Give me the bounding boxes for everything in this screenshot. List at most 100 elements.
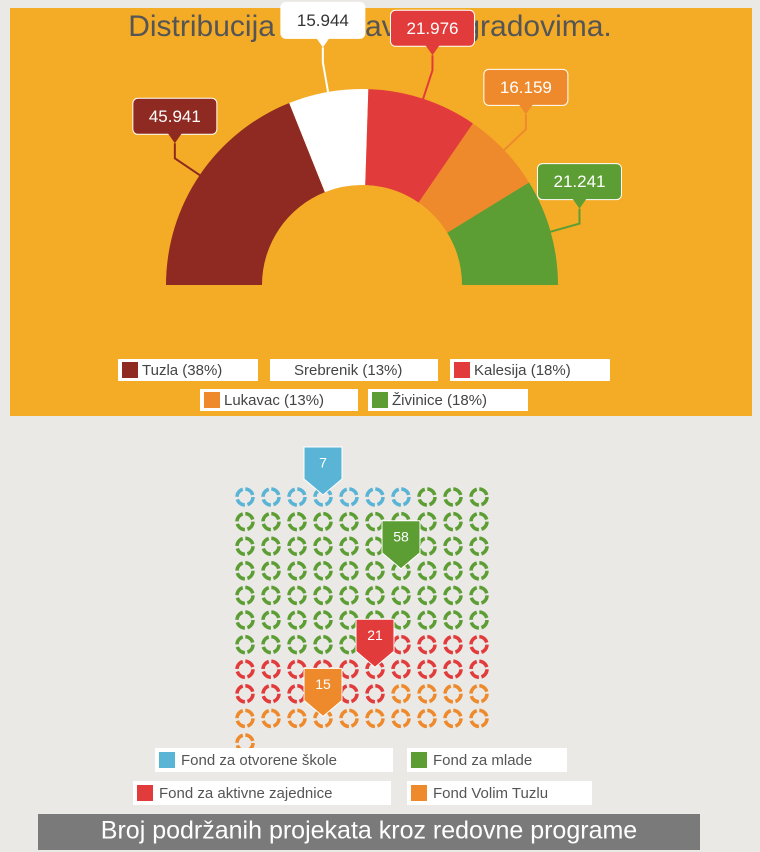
waffle-icon (339, 511, 359, 532)
waffle-icon (235, 659, 255, 679)
legend-swatch (411, 752, 427, 768)
waffle-icon (417, 634, 437, 655)
pin-marker (381, 520, 421, 570)
waffle-icon (235, 511, 255, 532)
top-panel (10, 8, 752, 416)
legend-swatch (274, 362, 290, 378)
waffle-icon (339, 561, 359, 581)
pie-segment (447, 182, 558, 285)
waffle-icon (443, 511, 463, 532)
legend-box (118, 359, 258, 381)
waffle-icon (339, 536, 359, 556)
pie-segment (365, 89, 473, 203)
waffle-title: Broj podržanih projekata kroz redovne pr… (101, 817, 637, 845)
waffle-icon (391, 561, 411, 581)
waffle-icon (261, 511, 281, 532)
waffle-icon (443, 634, 463, 655)
waffle-icon (339, 487, 359, 507)
waffle-icon (313, 487, 333, 507)
legend-swatch (159, 752, 175, 768)
pie-title: Distribucija sredstava po gradovima. (128, 10, 612, 43)
waffle-icon (313, 561, 333, 581)
waffle-icon (287, 511, 307, 532)
pin-marker (303, 667, 343, 718)
waffle-icon (261, 634, 281, 655)
pin-label: 21 (367, 627, 383, 643)
callout-line (496, 114, 527, 158)
legend-box (200, 389, 358, 411)
waffle-icon (313, 511, 333, 532)
waffle-icon (469, 585, 489, 606)
waffle-icon (235, 487, 255, 507)
waffle-icon (261, 659, 281, 679)
waffle-icon (417, 561, 437, 581)
waffle-icon (235, 585, 255, 606)
value-label: 45.941 (149, 107, 201, 126)
waffle-icon (235, 536, 255, 556)
legend-swatch (204, 392, 220, 408)
legend-box (407, 781, 592, 805)
waffle-icon (469, 487, 489, 507)
legend-box (155, 748, 393, 772)
waffle-icon (469, 561, 489, 581)
waffle-icon (365, 487, 385, 507)
callout-pointer (572, 198, 587, 209)
waffle-icon (443, 659, 463, 679)
waffle-icon (365, 684, 385, 704)
legend-label: Lukavac (13%) (224, 392, 324, 409)
waffle-icon (261, 536, 281, 556)
waffle-icon (261, 487, 281, 507)
waffle-icon (287, 487, 307, 507)
waffle-icon (261, 708, 281, 729)
waffle-icon (469, 708, 489, 729)
waffle-icon (469, 659, 489, 679)
waffle-icon (417, 659, 437, 679)
waffle-icon (313, 585, 333, 606)
callout-line (321, 47, 331, 102)
waffle-icon (391, 487, 411, 507)
waffle-icon (417, 487, 437, 507)
pin-marker (355, 618, 395, 668)
legend-label: Živinice (18%) (392, 392, 487, 409)
waffle-icon (235, 561, 255, 581)
waffle-icon (261, 610, 281, 630)
waffle-icon (443, 487, 463, 507)
callout-line (540, 208, 581, 236)
waffle-icon (287, 708, 307, 729)
pin-marker (303, 446, 343, 496)
waffle-icon (443, 585, 463, 606)
waffle-icon (235, 684, 255, 704)
waffle-icon (391, 684, 411, 704)
callout-line (419, 55, 434, 109)
waffle-icon (417, 585, 437, 606)
legend-swatch (137, 785, 153, 801)
legend-label: Srebrenik (13%) (294, 362, 402, 379)
waffle-icon (287, 610, 307, 630)
callout-line (173, 143, 209, 182)
value-label: 21.976 (406, 19, 458, 38)
waffle-icon (469, 536, 489, 556)
waffle-icon (261, 684, 281, 704)
waffle-icon (391, 659, 411, 679)
waffle-icon (417, 610, 437, 630)
waffle-icon (417, 511, 437, 532)
waffle-icon (365, 585, 385, 606)
waffle-icon (261, 585, 281, 606)
waffle-icon (443, 536, 463, 556)
waffle-icon (391, 634, 411, 655)
waffle-icon (417, 708, 437, 729)
value-label: 21.241 (553, 172, 605, 191)
legend-label: Kalesija (18%) (474, 362, 571, 379)
waffle-icon (339, 708, 359, 729)
value-label: 15.944 (297, 11, 349, 30)
waffle-icon (417, 684, 437, 704)
waffle-icon (313, 536, 333, 556)
waffle-icon (339, 585, 359, 606)
waffle-icon (313, 708, 333, 729)
legend-swatch (122, 362, 138, 378)
pin-label: 58 (393, 529, 409, 545)
waffle-icon (443, 708, 463, 729)
legend-label: Fond za otvorene škole (181, 752, 337, 769)
waffle-icon (287, 634, 307, 655)
